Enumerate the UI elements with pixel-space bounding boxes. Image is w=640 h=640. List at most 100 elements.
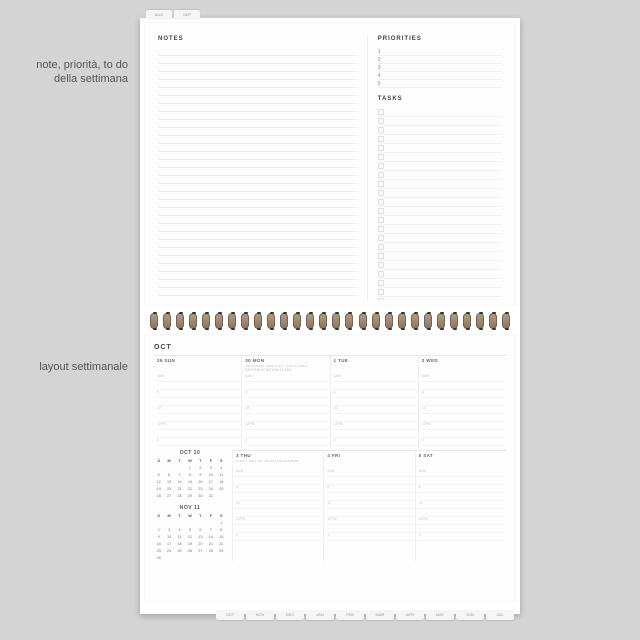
time-slot: 10 bbox=[422, 406, 503, 414]
spiral-ring bbox=[372, 313, 380, 329]
time-slot bbox=[245, 398, 326, 406]
spiral-ring bbox=[411, 313, 419, 329]
mini-day: 1 bbox=[217, 520, 226, 526]
spiral-ring bbox=[385, 313, 393, 329]
mini-day: 20 bbox=[196, 541, 205, 547]
time-slot: 6AM bbox=[236, 469, 320, 477]
mini-day: 19 bbox=[185, 541, 194, 547]
task-line bbox=[378, 243, 502, 252]
bottom-tab: JUL bbox=[486, 610, 514, 620]
time-slot: 10 bbox=[157, 406, 238, 414]
time-slot bbox=[157, 414, 238, 422]
task-line bbox=[378, 297, 502, 300]
bottom-grid: OCT 10SMTWTFS123456789101112131415161718… bbox=[154, 450, 506, 561]
time-slot bbox=[327, 509, 411, 517]
top-tabs: AUGSEP bbox=[140, 10, 520, 22]
top-page: NOTES PRIORITIES 12345 TASKS bbox=[144, 22, 516, 306]
time-slot bbox=[157, 382, 238, 390]
time-slot: 8 bbox=[236, 485, 320, 493]
day-subtext bbox=[422, 365, 503, 371]
spiral-ring bbox=[359, 313, 367, 329]
spiral-ring bbox=[424, 313, 432, 329]
mini-dow: F bbox=[206, 513, 215, 519]
task-line bbox=[378, 270, 502, 279]
mini-day: 3 bbox=[164, 527, 173, 533]
top-tab: AUG bbox=[146, 10, 172, 20]
spiral-ring bbox=[463, 313, 471, 329]
time-slot: 6AM bbox=[334, 374, 415, 382]
mini-day: 28 bbox=[206, 548, 215, 554]
mini-day: 13 bbox=[164, 479, 173, 485]
time-slot bbox=[422, 398, 503, 406]
mini-day: 29 bbox=[185, 493, 194, 499]
spiral-ring bbox=[332, 313, 340, 329]
mini-day: 8 bbox=[185, 472, 194, 478]
mini-day: 14 bbox=[206, 534, 215, 540]
day-header: 3 THU bbox=[236, 453, 320, 458]
day-subtext bbox=[157, 365, 238, 371]
time-slot: 6AM bbox=[327, 469, 411, 477]
mini-day: 3 bbox=[206, 465, 215, 471]
mini-calendar-grid: SMTWTFS123456789101112131415161718192021… bbox=[154, 513, 226, 561]
bottom-tab: MAY bbox=[426, 610, 454, 620]
spiral-ring bbox=[319, 313, 327, 329]
mini-dow: T bbox=[196, 513, 205, 519]
bottom-tab: JUN bbox=[456, 610, 484, 620]
time-slot: 12PM bbox=[422, 422, 503, 430]
mini-day: 10 bbox=[164, 534, 173, 540]
mini-day: 24 bbox=[164, 548, 173, 554]
spiral-ring bbox=[306, 313, 314, 329]
time-slot bbox=[245, 430, 326, 438]
time-slot bbox=[334, 414, 415, 422]
day-header: 2 WED bbox=[422, 358, 503, 363]
priorities-title: PRIORITIES bbox=[378, 36, 502, 42]
mini-pad bbox=[185, 520, 194, 526]
mini-day: 10 bbox=[206, 472, 215, 478]
mini-day: 12 bbox=[185, 534, 194, 540]
bottom-tab: NOV bbox=[246, 610, 274, 620]
mini-day: 19 bbox=[154, 486, 163, 492]
mini-day: 14 bbox=[175, 479, 184, 485]
time-slot: 12PM bbox=[157, 422, 238, 430]
mini-calendar-title: NOV 11 bbox=[154, 505, 226, 511]
priority-item: 3 bbox=[378, 64, 502, 72]
spiral-ring bbox=[163, 313, 171, 329]
mini-calendars: OCT 10SMTWTFS123456789101112131415161718… bbox=[154, 450, 232, 561]
mini-pad bbox=[154, 465, 163, 471]
spiral-ring bbox=[215, 313, 223, 329]
time-slot: 12PM bbox=[236, 517, 320, 525]
side-column: PRIORITIES 12345 TASKS bbox=[367, 36, 502, 300]
mini-day: 8 bbox=[217, 527, 226, 533]
mini-calendar-title: OCT 10 bbox=[154, 450, 226, 456]
spiral-ring bbox=[345, 313, 353, 329]
time-slot: 2 bbox=[236, 533, 320, 541]
time-slot bbox=[327, 493, 411, 501]
mini-pad bbox=[164, 465, 173, 471]
mini-day: 5 bbox=[185, 527, 194, 533]
mini-day: 21 bbox=[175, 486, 184, 492]
time-slot bbox=[236, 493, 320, 501]
day-subtext bbox=[327, 460, 411, 466]
day-column: 3 THUFIRST DAY OF ROSH HASHANAH6AM81012P… bbox=[233, 451, 324, 561]
mini-day: 24 bbox=[206, 486, 215, 492]
mini-day: 11 bbox=[217, 472, 226, 478]
spiral-ring bbox=[476, 313, 484, 329]
time-slot bbox=[334, 430, 415, 438]
mini-day: 25 bbox=[217, 486, 226, 492]
annotation-top-line1: note, priorità, to do bbox=[10, 58, 128, 72]
time-slot: 6AM bbox=[422, 374, 503, 382]
time-slot bbox=[422, 382, 503, 390]
time-slot: 12PM bbox=[334, 422, 415, 430]
bottom-tab: OCT bbox=[216, 610, 244, 620]
time-slot: 2 bbox=[422, 438, 503, 446]
spiral-ring bbox=[267, 313, 275, 329]
mini-pad bbox=[154, 520, 163, 526]
priority-item: 4 bbox=[378, 72, 502, 80]
mini-day: 26 bbox=[154, 493, 163, 499]
time-slot: 8 bbox=[419, 485, 503, 493]
time-slot: 6AM bbox=[245, 374, 326, 382]
mini-day: 29 bbox=[217, 548, 226, 554]
planner: AUGSEP NOTES PRIORITIES 12345 TASKS OCT … bbox=[140, 18, 520, 614]
time-slot bbox=[157, 430, 238, 438]
annotation-top-line2: della settimana bbox=[10, 72, 128, 86]
